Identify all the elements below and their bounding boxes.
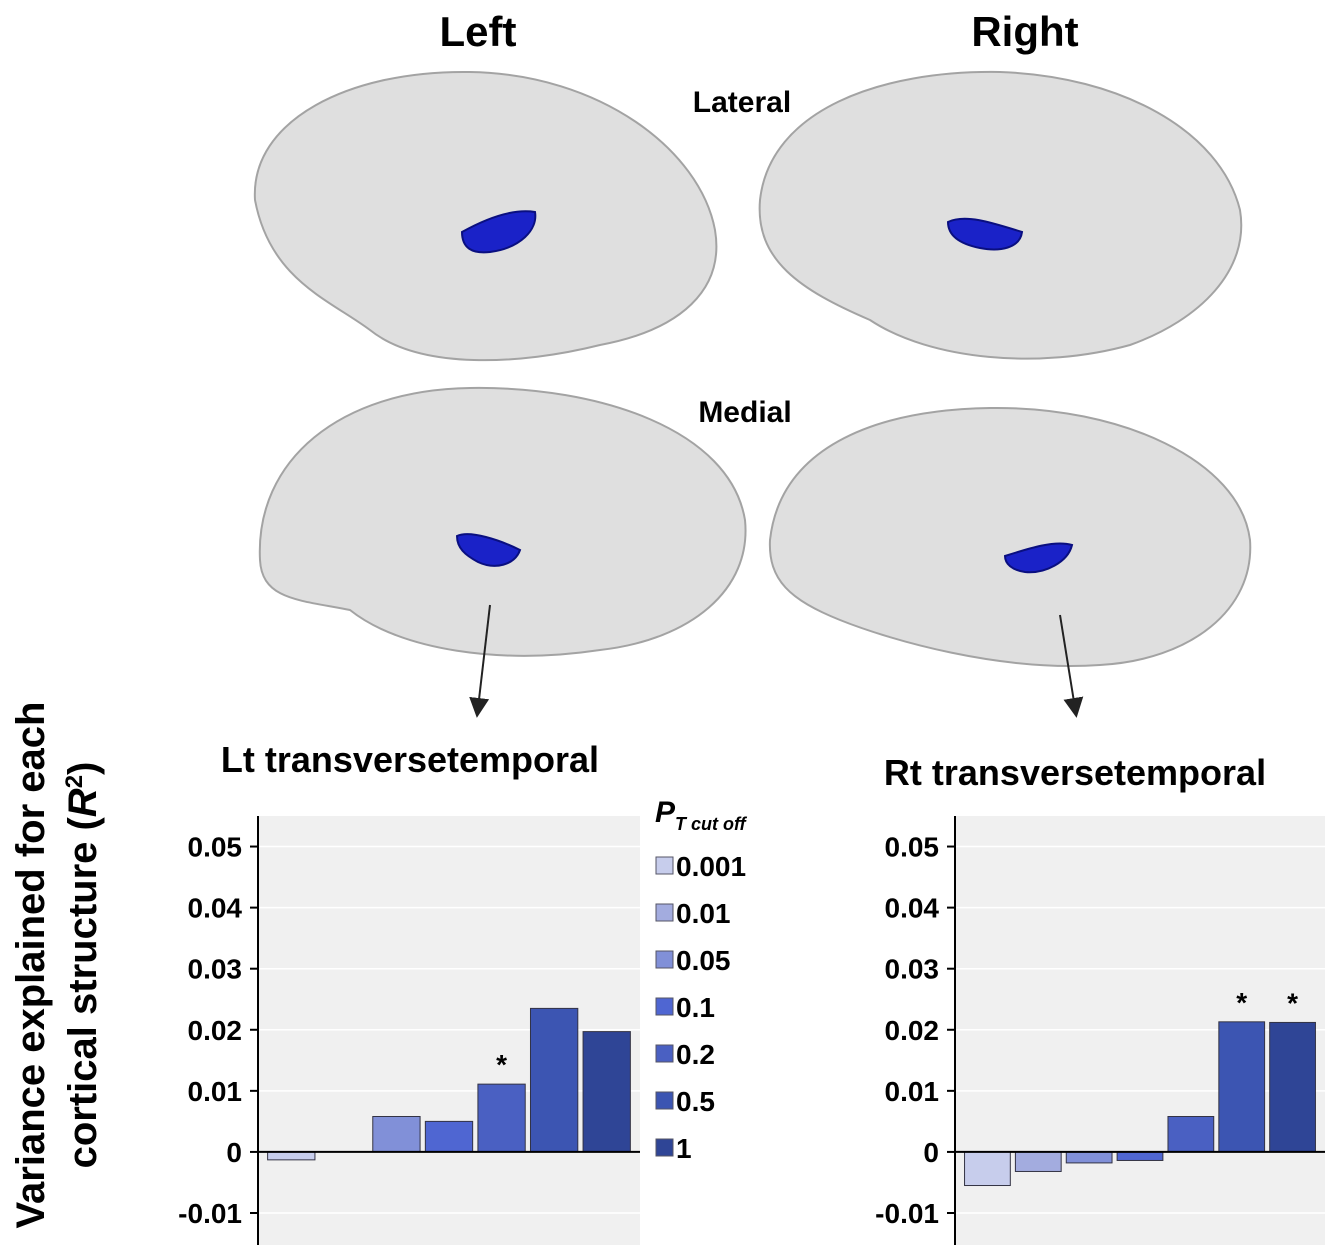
significance-marker: * [496,1049,507,1080]
bar [1117,1152,1163,1161]
y-tick-label: 0 [226,1137,242,1168]
legend-label: 0.001 [676,851,746,882]
bar [965,1152,1011,1186]
legend-swatch [656,1139,673,1156]
y-tick-label: 0.05 [885,832,940,863]
bar [373,1116,420,1151]
legend-swatch [656,904,673,921]
y-axis-label-text: ) [61,762,105,775]
legend-label: 0.1 [676,992,715,1023]
bar [425,1121,472,1152]
y-axis-label: cortical structure (R2) [61,762,105,1169]
panel-label: Left [440,8,517,55]
legend-label: 0.2 [676,1039,715,1070]
y-tick-label: 0.03 [188,954,243,985]
y-axis-label-superscript: 2 [61,775,88,788]
figure: Left Right Lateral Medial Variance expla… [0,0,1339,1257]
y-tick-label: 0.03 [885,954,940,985]
bar [530,1008,577,1152]
panel-label: Right [971,8,1078,55]
y-tick-label: 0.02 [885,1015,940,1046]
legend-label: 0.01 [676,898,731,929]
legend-swatch [656,951,673,968]
chart-title: Lt transversetemporal [221,739,599,780]
brain-images [255,72,1250,666]
bar [1270,1022,1316,1151]
y-axis-label: Variance explained for each [9,702,53,1229]
y-tick-label: 0.04 [885,893,940,924]
y-tick-label: 0.05 [188,832,243,863]
legend-swatch [656,857,673,874]
bar [1219,1022,1265,1152]
chart-title: Rt transversetemporal [884,752,1266,793]
bar [1168,1116,1214,1151]
y-tick-label: -0.01 [178,1198,242,1229]
y-tick-label: 0.04 [188,893,243,924]
legend-label: 0.5 [676,1086,715,1117]
y-tick-label: 0.01 [188,1076,243,1107]
bar [268,1152,315,1160]
legend-title: PT cut off [655,796,748,834]
y-tick-label: 0.01 [885,1076,940,1107]
bar [478,1084,525,1152]
y-tick-label: 0 [923,1137,939,1168]
view-label: Medial [698,396,791,429]
y-tick-label: -0.01 [875,1198,939,1229]
bar [1066,1152,1112,1163]
bar [583,1032,630,1152]
legend-title-text: P [655,796,676,829]
significance-marker: * [1287,987,1298,1018]
y-axis-label-symbol: R [61,788,105,817]
legend-swatch [656,1092,673,1109]
legend-title-subscript: T cut off [675,814,748,834]
legend-swatch [656,1045,673,1062]
legend-label: 0.05 [676,945,731,976]
y-axis-label-text: cortical structure ( [61,817,105,1169]
y-tick-label: 0.02 [188,1015,243,1046]
legend-swatch [656,998,673,1015]
significance-marker: * [1236,987,1247,1018]
legend-label: 1 [676,1133,692,1164]
view-label: Lateral [693,86,791,119]
bar [1015,1152,1061,1172]
